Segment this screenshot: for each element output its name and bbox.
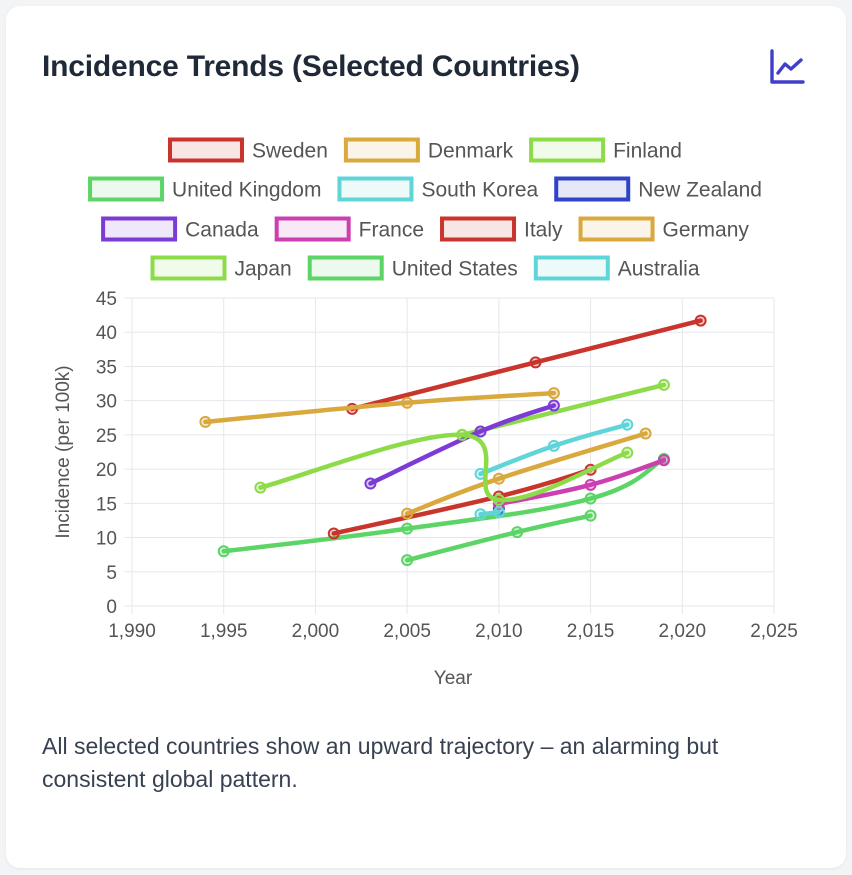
data-point — [327, 527, 340, 540]
legend-label: Australia — [618, 258, 700, 281]
legend-label: United States — [392, 258, 518, 281]
legend-label: Japan — [235, 258, 292, 281]
legend-swatch — [529, 137, 606, 163]
x-tick-label: 2,010 — [475, 621, 523, 642]
y-tick-label: 35 — [96, 357, 117, 378]
legend-swatch — [578, 216, 655, 242]
data-point — [401, 522, 414, 535]
y-tick-label: 45 — [96, 289, 117, 310]
legend-label: France — [359, 219, 424, 242]
data-point — [694, 314, 707, 327]
x-tick-label: 1,990 — [108, 621, 156, 642]
series-line-south-korea — [478, 422, 630, 477]
legend-swatch — [168, 137, 245, 163]
legend-label: Canada — [185, 219, 259, 242]
data-point — [492, 472, 505, 485]
legend-label: United Kingdom — [172, 179, 321, 202]
data-point — [621, 418, 634, 431]
x-tick-label: 2,025 — [750, 621, 798, 642]
data-point — [456, 428, 469, 441]
data-point — [401, 396, 414, 409]
legend-swatch — [307, 255, 384, 281]
legend-label: South Korea — [421, 179, 538, 202]
legend-swatch — [554, 176, 631, 202]
y-axis-label: Incidence (per 100k) — [53, 365, 74, 538]
legend-label: Germany — [663, 219, 750, 242]
legend-swatch — [343, 137, 420, 163]
incidence-line-chart: 1,990 1,995 2,000 2,005 2,010 2,015 2,020 2,025… — [53, 137, 798, 689]
y-tick-label: 5 — [106, 563, 117, 584]
series-line-denmark — [203, 390, 557, 425]
y-tick-label: 30 — [96, 392, 117, 413]
data-point — [199, 415, 212, 428]
data-point — [254, 481, 267, 494]
data-point — [474, 508, 487, 521]
y-tick-label: 20 — [96, 460, 117, 481]
legend-swatch — [337, 176, 414, 202]
series-line-sweden — [349, 318, 703, 412]
legend-label: Denmark — [428, 140, 514, 163]
data-point — [492, 493, 505, 506]
data-point — [547, 399, 560, 412]
x-tick-label: 2,005 — [383, 621, 431, 642]
legend-swatch — [88, 176, 165, 202]
data-point — [511, 526, 524, 539]
data-point — [657, 378, 670, 391]
line-chart-icon[interactable] — [768, 48, 806, 86]
y-tick-label: 15 — [96, 494, 117, 515]
data-point — [364, 477, 377, 490]
legend-swatch — [101, 216, 178, 242]
data-point — [584, 478, 597, 491]
y-tick-label: 0 — [106, 597, 117, 618]
data-point — [584, 509, 597, 522]
series-line-united-states — [404, 513, 593, 563]
y-tick-label: 40 — [96, 323, 117, 344]
data-point — [621, 446, 634, 459]
y-tick-label: 10 — [96, 529, 117, 550]
data-point — [474, 425, 487, 438]
y-tick-label: 25 — [96, 426, 117, 447]
legend-label: New Zealand — [638, 179, 762, 202]
data-point — [529, 356, 542, 369]
legend-swatch — [274, 216, 351, 242]
chart-card: Incidence Trends (Selected Countries) Al… — [6, 6, 846, 868]
legend-swatch — [533, 255, 610, 281]
legend-swatch — [150, 255, 227, 281]
data-point — [492, 506, 505, 519]
data-point — [547, 387, 560, 400]
data-point — [584, 492, 597, 505]
legend-label: Sweden — [252, 140, 328, 163]
x-tick-label: 2,020 — [659, 621, 707, 642]
data-point — [639, 427, 652, 440]
series-line-australia — [478, 509, 502, 517]
data-point — [657, 454, 670, 467]
series-line-germany — [404, 431, 648, 516]
data-point — [217, 545, 230, 558]
x-axis-label: Year — [434, 668, 473, 689]
series-line-italy — [331, 467, 593, 536]
data-point — [401, 554, 414, 567]
legend-label: Italy — [524, 219, 563, 242]
chart-caption: All selected countries show an upward tr… — [42, 733, 719, 792]
x-tick-label: 2,015 — [567, 621, 615, 642]
data-point — [547, 439, 560, 452]
card-title: Incidence Trends (Selected Countries) — [42, 50, 580, 83]
legend-swatch — [440, 216, 517, 242]
series-line-japan — [258, 432, 630, 503]
x-tick-label: 1,995 — [200, 621, 248, 642]
data-point — [401, 507, 414, 520]
legend-label: Finland — [613, 140, 682, 163]
x-tick-label: 2,000 — [292, 621, 340, 642]
